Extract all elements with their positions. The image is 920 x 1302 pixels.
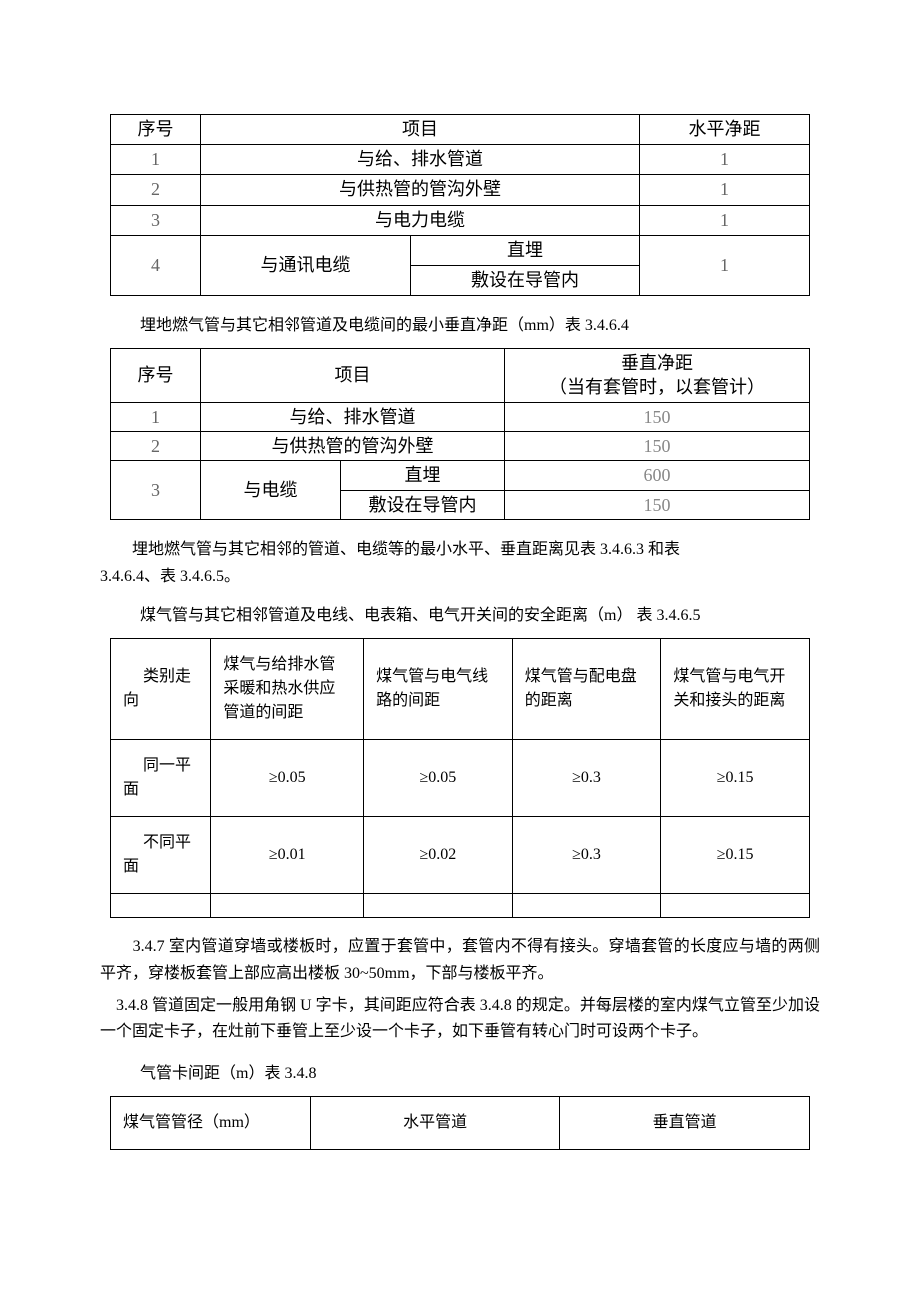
paragraph: 3.4.8 管道固定一般用角钢 U 字卡，其间距应符合表 3.4.8 的规定。并…	[100, 993, 820, 1046]
cell: ≥0.3	[512, 817, 661, 894]
cell-sub: 敷设在导管内	[411, 265, 640, 295]
table-vertical-clearance: 序号 项目 垂直净距 （当有套管时，以套管计） 1 与给、排水管道 150 2 …	[110, 348, 810, 520]
paragraph: 3.4.7 室内管道穿墙或楼板时，应置于套管中，套管内不得有接头。穿墙套管的长度…	[100, 934, 820, 987]
th-seq: 序号	[111, 349, 201, 403]
cell-dist: 1	[640, 205, 810, 235]
th-dist-line2: （当有套管时，以套管计）	[549, 377, 765, 397]
table-clamp-spacing: 煤气管管径（mm） 水平管道 垂直管道	[110, 1096, 810, 1150]
cell-seq: 2	[111, 432, 201, 461]
cell-item: 与电力电缆	[201, 205, 640, 235]
th-seq: 序号	[111, 115, 201, 145]
th-item: 项目	[201, 349, 505, 403]
cell-text: 同一平	[123, 757, 191, 774]
empty-cell	[661, 894, 810, 918]
cell: ≥0.05	[364, 740, 513, 817]
cell-val: 150	[505, 402, 810, 431]
paragraph: 埋地燃气管与其它相邻的管道、电缆等的最小水平、垂直距离见表 3.4.6.3 和表…	[100, 536, 820, 590]
th: 垂直管道	[560, 1096, 810, 1149]
th: 水平管道	[310, 1096, 560, 1149]
cell: 不同平面	[111, 817, 211, 894]
cell-seq: 3	[111, 205, 201, 235]
cell-seq: 4	[111, 235, 201, 295]
cell-val: 150	[505, 490, 810, 519]
table-caption: 埋地燃气管与其它相邻管道及电缆间的最小垂直净距（mm）表 3.4.6.4	[140, 314, 820, 338]
cell-item: 与通讯电缆	[201, 235, 411, 295]
cell-item: 与电缆	[201, 461, 341, 520]
cell-text: 不同平	[123, 834, 191, 851]
empty-cell	[512, 894, 661, 918]
cell-item: 与供热管的管沟外壁	[201, 432, 505, 461]
th-dist: 水平净距	[640, 115, 810, 145]
cell-item: 与给、排水管道	[201, 402, 505, 431]
cell-dist: 1	[640, 175, 810, 205]
cell-val: 600	[505, 461, 810, 490]
cell-dist: 1	[640, 145, 810, 175]
th-item: 项目	[201, 115, 640, 145]
cell-sub: 敷设在导管内	[341, 490, 505, 519]
cell-seq: 1	[111, 402, 201, 431]
table-horizontal-clearance: 序号 项目 水平净距 1 与给、排水管道 1 2 与供热管的管沟外壁 1 3 与…	[110, 114, 810, 296]
th: 煤气管与电气开关和接头的距离	[661, 639, 810, 740]
cell: ≥0.02	[364, 817, 513, 894]
empty-cell	[111, 894, 211, 918]
table-caption: 气管卡间距（m）表 3.4.8	[140, 1062, 820, 1086]
cell: ≥0.3	[512, 740, 661, 817]
cell-sub: 直埋	[411, 235, 640, 265]
cell-text: 面	[123, 781, 139, 798]
cell-seq: 2	[111, 175, 201, 205]
cell: ≥0.15	[661, 817, 810, 894]
cell: ≥0.05	[211, 740, 364, 817]
th-dist-line1: 垂直净距	[621, 353, 693, 373]
th-text: 类别走	[123, 668, 191, 685]
cell-dist: 1	[640, 235, 810, 295]
cell-seq: 3	[111, 461, 201, 520]
table-caption: 煤气管与其它相邻管道及电线、电表箱、电气开关间的安全距离（m） 表 3.4.6.…	[140, 604, 820, 628]
para-text: 3.4.6.4、表 3.4.6.5。	[100, 568, 240, 585]
cell: ≥0.15	[661, 740, 810, 817]
cell: 同一平面	[111, 740, 211, 817]
th: 煤气管与配电盘的距离	[512, 639, 661, 740]
th-text: 向	[123, 692, 139, 709]
cell: ≥0.01	[211, 817, 364, 894]
empty-cell	[211, 894, 364, 918]
cell-item: 与供热管的管沟外壁	[201, 175, 640, 205]
th: 类别走向	[111, 639, 211, 740]
th: 煤气管管径（mm）	[111, 1096, 311, 1149]
para-text: 埋地燃气管与其它相邻的管道、电缆等的最小水平、垂直距离见表 3.4.6.3 和表	[132, 541, 680, 558]
th: 煤气管与电气线路的间距	[364, 639, 513, 740]
cell-seq: 1	[111, 145, 201, 175]
th-dist: 垂直净距 （当有套管时，以套管计）	[505, 349, 810, 403]
cell-item: 与给、排水管道	[201, 145, 640, 175]
empty-cell	[364, 894, 513, 918]
table-safety-distance: 类别走向 煤气与给排水管采暖和热水供应管道的间距 煤气管与电气线路的间距 煤气管…	[110, 638, 810, 918]
th: 煤气与给排水管采暖和热水供应管道的间距	[211, 639, 364, 740]
cell-text: 面	[123, 858, 139, 875]
cell-sub: 直埋	[341, 461, 505, 490]
cell-val: 150	[505, 432, 810, 461]
